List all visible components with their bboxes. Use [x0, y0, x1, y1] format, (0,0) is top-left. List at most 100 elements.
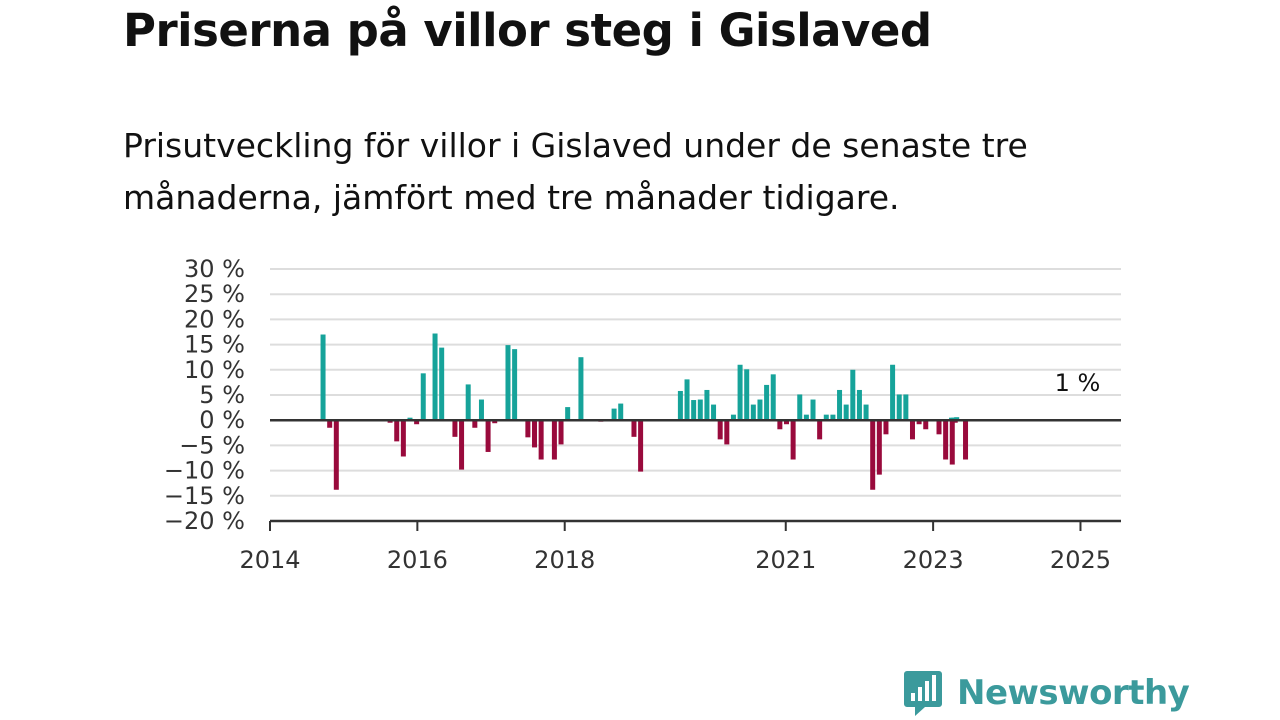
bar	[394, 420, 400, 442]
bar	[916, 420, 922, 425]
x-tick-label: 2018	[534, 546, 595, 574]
axes	[270, 418, 1121, 523]
bar	[790, 420, 796, 460]
bar	[618, 403, 624, 421]
bar	[863, 404, 869, 421]
bar	[830, 414, 836, 421]
bar	[538, 420, 544, 460]
bar	[551, 420, 557, 460]
chart-subtitle: Prisutveckling för villor i Gislaved und…	[123, 126, 1028, 217]
bar	[764, 384, 770, 421]
bar	[963, 420, 969, 460]
bar	[485, 420, 491, 452]
bar	[952, 420, 958, 423]
bar	[565, 407, 571, 421]
bar	[631, 420, 637, 437]
bar	[512, 349, 518, 421]
bar	[465, 384, 471, 421]
bar	[492, 420, 498, 424]
bar	[452, 420, 458, 437]
newsworthy-logo: Newsworthy	[903, 669, 1190, 717]
bar	[333, 420, 339, 490]
annotations: 1 %	[1052, 367, 1103, 400]
bar	[691, 400, 697, 421]
last-value-label: 1 %	[1055, 369, 1101, 397]
x-tick-label: 2023	[903, 546, 964, 574]
bar	[909, 420, 915, 440]
y-tick-label: 10 %	[184, 356, 245, 384]
gridlines	[270, 268, 1121, 522]
bar	[750, 404, 756, 421]
bar	[883, 420, 889, 435]
bar	[737, 364, 743, 421]
x-tick-label: 2021	[755, 546, 816, 574]
bar	[439, 347, 445, 421]
y-tick-label: −20 %	[164, 507, 245, 535]
bar	[757, 399, 763, 421]
y-axis-ticks: 30 %25 %20 %15 %10 %5 %0 %−5 %−10 %−15 %…	[164, 255, 245, 535]
bar	[797, 394, 803, 421]
y-tick-label: −15 %	[164, 482, 245, 510]
y-tick-label: 30 %	[184, 255, 245, 283]
bar	[850, 369, 856, 421]
bar	[432, 333, 438, 421]
bar	[320, 334, 326, 421]
y-tick-label: −10 %	[164, 457, 245, 485]
bar	[724, 420, 730, 445]
bar	[327, 420, 333, 428]
bar	[730, 414, 736, 421]
bar	[949, 417, 955, 421]
bars	[320, 333, 969, 490]
bar	[770, 374, 776, 421]
brand-name: Newsworthy	[957, 673, 1190, 713]
bar	[697, 399, 703, 421]
bar	[711, 404, 717, 421]
y-tick-label: 20 %	[184, 305, 245, 333]
bar	[558, 420, 564, 445]
bar	[638, 420, 644, 472]
bar	[420, 373, 426, 421]
y-tick-label: 25 %	[184, 280, 245, 308]
bar	[407, 417, 413, 421]
bar	[896, 394, 902, 421]
y-tick-label: 15 %	[184, 331, 245, 359]
bar	[843, 404, 849, 421]
bar	[525, 420, 531, 438]
x-tick-label: 2016	[387, 546, 448, 574]
bar	[505, 345, 511, 421]
bar	[611, 408, 617, 421]
x-axis-ticks: 2014 2016 2018 2021 2023 2025	[239, 521, 1111, 574]
bar	[936, 420, 942, 435]
bar	[777, 420, 783, 430]
bar	[532, 420, 538, 448]
bar	[823, 414, 829, 421]
bar	[876, 420, 882, 475]
bar	[817, 420, 823, 440]
bar	[472, 420, 478, 428]
bar	[803, 414, 809, 421]
y-tick-label: 0 %	[199, 406, 245, 434]
bar	[677, 390, 683, 421]
bar	[870, 420, 876, 490]
x-tick-label: 2014	[239, 546, 300, 574]
bar	[387, 420, 393, 423]
newsworthy-logo-icon	[904, 671, 942, 716]
bar	[890, 364, 896, 421]
bar	[783, 420, 789, 425]
bar	[704, 389, 710, 421]
bar	[684, 379, 690, 421]
bar	[949, 420, 955, 465]
bar	[459, 420, 465, 470]
bar	[943, 420, 949, 460]
x-tick-label: 2025	[1050, 546, 1111, 574]
bar	[903, 394, 909, 421]
chart-title: Priserna på villor steg i Gislaved	[123, 4, 932, 57]
y-tick-label: 5 %	[199, 381, 245, 409]
bar	[578, 357, 584, 421]
bar	[837, 389, 843, 421]
bar	[478, 399, 484, 421]
bar	[810, 399, 816, 421]
bar	[717, 420, 723, 440]
y-tick-label: −5 %	[179, 431, 245, 459]
